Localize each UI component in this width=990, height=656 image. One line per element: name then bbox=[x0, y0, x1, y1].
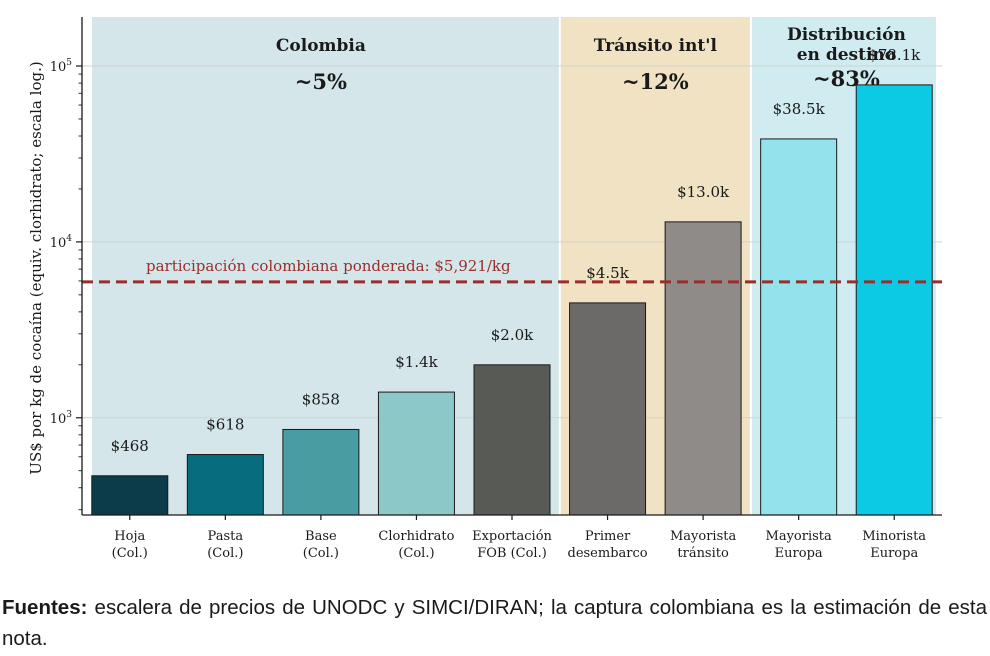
bar bbox=[855, 84, 933, 516]
bar bbox=[186, 454, 264, 516]
region-title: Tránsito int'l bbox=[594, 36, 718, 56]
x-tick-label: Primer bbox=[585, 529, 631, 544]
source-text: escalera de precios de UNODC y SIMCI/DIR… bbox=[2, 596, 987, 650]
bar-value-label: $13.0k bbox=[677, 183, 730, 201]
bar bbox=[569, 302, 647, 516]
region-title: en destino bbox=[797, 45, 896, 65]
region-share: ~12% bbox=[622, 69, 689, 94]
bar bbox=[91, 475, 169, 516]
bar-value-label: $858 bbox=[302, 390, 340, 408]
x-tick-label: Base bbox=[305, 529, 337, 544]
source-label: Fuentes: bbox=[2, 596, 88, 619]
bar bbox=[377, 391, 455, 516]
price-ladder-chart: Colombia ~5% Tránsito int'l ~12% Distribució… bbox=[27, 17, 942, 561]
x-tick-label: (Col.) bbox=[303, 546, 339, 561]
region-title: Colombia bbox=[276, 36, 366, 56]
reference-line-label: participación colombiana ponderada: $5,9… bbox=[146, 257, 511, 275]
bar bbox=[282, 428, 360, 516]
bar-value-label: $468 bbox=[111, 437, 149, 455]
y-tick-label: 103 bbox=[50, 410, 73, 427]
bar-value-label: $1.4k bbox=[395, 353, 438, 371]
bar bbox=[664, 221, 742, 516]
x-tick-label: Europa bbox=[870, 546, 918, 561]
x-tick-label: desembarco bbox=[568, 546, 648, 561]
bar-value-label: $4.5k bbox=[586, 264, 629, 282]
y-tick-label: 105 bbox=[50, 58, 73, 75]
region-share: ~5% bbox=[295, 69, 347, 94]
x-tick-label: Europa bbox=[775, 546, 823, 561]
x-tick-label: Clorhidrato bbox=[378, 529, 454, 544]
bar bbox=[760, 138, 838, 516]
x-tick-label: (Col.) bbox=[398, 546, 434, 561]
bar-value-label: $38.5k bbox=[773, 100, 826, 118]
x-tick-label: Minorista bbox=[862, 529, 926, 544]
x-tick-label: tránsito bbox=[677, 546, 729, 561]
bar-value-label: $78.1k bbox=[868, 46, 921, 64]
x-tick-label: Pasta bbox=[208, 529, 244, 544]
x-tick-label: Exportación bbox=[472, 529, 552, 544]
x-tick-label: (Col.) bbox=[207, 546, 243, 561]
bar-value-label: $2.0k bbox=[491, 326, 534, 344]
x-tick-label: Mayorista bbox=[766, 529, 833, 544]
bar bbox=[473, 364, 551, 516]
x-tick-label: Hoja bbox=[114, 529, 145, 544]
region-title: Distribución bbox=[787, 25, 906, 45]
y-axis-title: US$ por kg de cocaína (equiv. clorhidrat… bbox=[27, 61, 45, 474]
source-caption: Fuentes: escalera de precios de UNODC y … bbox=[2, 592, 987, 654]
x-tick-label: (Col.) bbox=[112, 546, 148, 561]
y-tick-label: 104 bbox=[50, 234, 73, 251]
x-tick-label: Mayorista bbox=[670, 529, 737, 544]
bar-value-label: $618 bbox=[206, 416, 244, 434]
x-tick-label: FOB (Col.) bbox=[477, 546, 547, 561]
